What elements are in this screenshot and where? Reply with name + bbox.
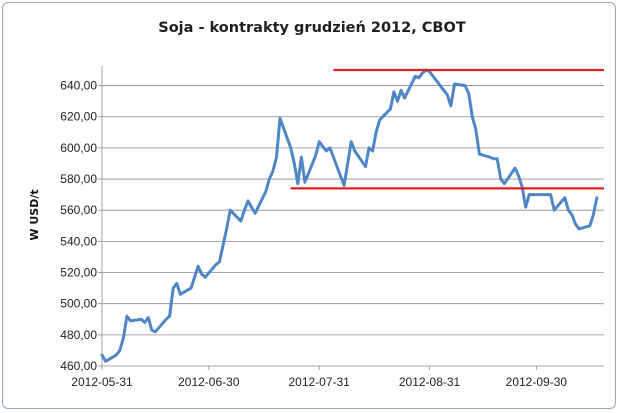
y-tick-label: 480,00 [60, 328, 97, 342]
series-layer [100, 68, 599, 363]
x-tick-label: 2012-07-31 [288, 375, 350, 389]
y-tick-label: 560,00 [60, 203, 97, 217]
y-tick-label: 500,00 [60, 297, 97, 311]
y-tick-label: 600,00 [60, 141, 97, 155]
gridlines [102, 85, 604, 336]
y-tick-label: 520,00 [60, 266, 97, 280]
y-tick-label: 460,00 [60, 359, 97, 373]
y-axis-label: W USD/t [28, 189, 41, 240]
x-tick-label: 2012-05-31 [71, 375, 133, 389]
y-tick-label: 580,00 [60, 172, 97, 186]
series-line [100, 68, 599, 363]
axes [98, 66, 604, 370]
y-tick-label: 540,00 [60, 234, 97, 248]
y-tick-labels: 460,00 480,00 500,00 520,00 540,00 560,00 580,… [60, 79, 97, 373]
y-tick-label: 620,00 [60, 110, 97, 124]
y-tick-label: 640,00 [60, 79, 97, 93]
x-tick-label: 2012-08-31 [399, 375, 461, 389]
x-tick-labels: 2012-05-31 2012-06-30 2012-07-31 2012-08-31… [71, 375, 567, 389]
x-tick-label: 2012-06-30 [178, 375, 240, 389]
chart-title: Soja - kontrakty grudzień 2012, CBOT [158, 20, 466, 36]
annotation-layer [290, 68, 604, 190]
x-tick-label: 2012-09-30 [506, 375, 568, 389]
